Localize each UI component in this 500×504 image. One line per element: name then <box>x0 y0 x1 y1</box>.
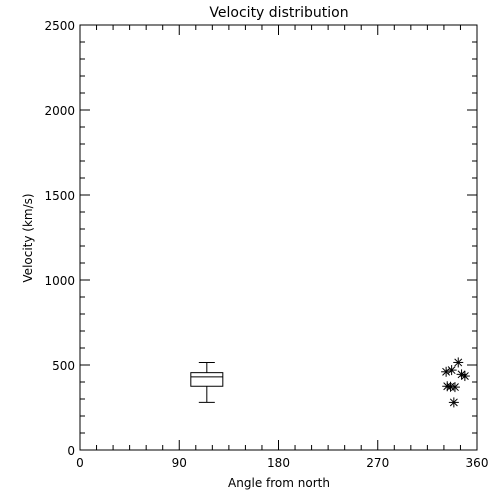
x-tick-label: 360 <box>466 456 489 470</box>
y-axis-label: Velocity (km/s) <box>21 193 35 282</box>
asterisk-stroke <box>454 358 463 367</box>
x-tick-label: 180 <box>267 456 290 470</box>
box-plot <box>190 361 224 403</box>
asterisk-stroke <box>442 367 451 376</box>
asterisk-stroke <box>450 383 459 392</box>
scatter-point <box>446 365 457 376</box>
y-tick-label: 2000 <box>44 104 75 118</box>
y-tick-label: 0 <box>67 444 75 458</box>
scatter-point <box>449 382 460 393</box>
plot-frame <box>79 24 478 451</box>
asterisk-stroke <box>457 370 466 379</box>
y-tick-label: 1500 <box>44 189 75 203</box>
scatter-point <box>459 371 470 382</box>
chart-title: Velocity distribution <box>209 5 348 21</box>
asterisk-stroke <box>447 366 456 375</box>
x-axis-label: Angle from north <box>228 476 330 490</box>
box-iqr <box>190 372 224 387</box>
scatter-point <box>448 397 459 408</box>
y-tick-label: 2500 <box>44 19 75 33</box>
x-tick-label: 0 <box>76 456 84 470</box>
x-tick-label: 90 <box>172 456 187 470</box>
asterisk-stroke <box>449 398 458 407</box>
scatter-points <box>441 357 470 408</box>
axis-tick-labels: 0 90 180 270 360 0 500 1000 1500 2000 2500 <box>44 19 488 470</box>
x-tick-label: 270 <box>366 456 389 470</box>
scatter-point <box>453 357 464 368</box>
y-tick-label: 500 <box>52 359 75 373</box>
asterisk-stroke <box>460 372 469 381</box>
scatter-point <box>441 366 452 377</box>
axis-ticks <box>79 24 478 451</box>
y-tick-label: 1000 <box>44 274 75 288</box>
asterisk-stroke <box>443 382 452 391</box>
